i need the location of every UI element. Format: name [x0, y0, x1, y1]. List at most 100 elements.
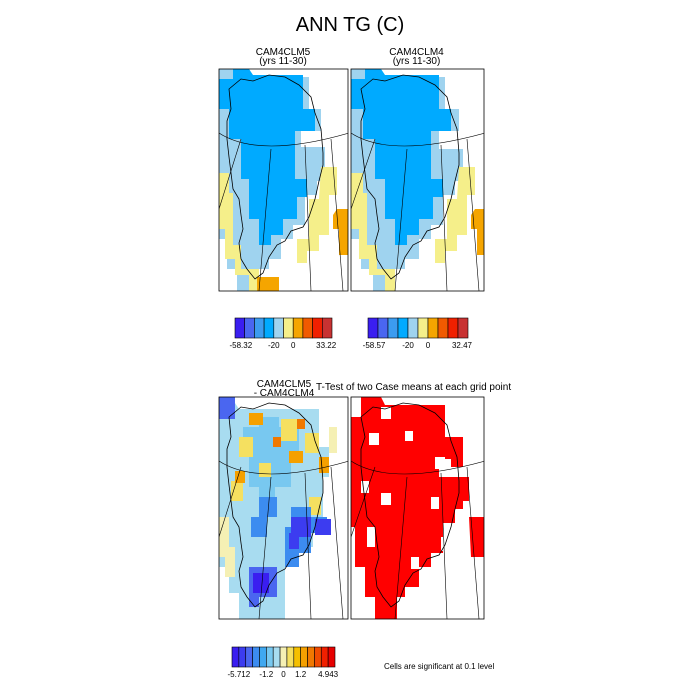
p1-region-yellow-w [219, 173, 259, 291]
colorbar3-swatch [300, 646, 308, 668]
panel3-subtitle: - CAM4CLM4 [253, 388, 315, 399]
colorbar3-swatch [231, 646, 240, 668]
p4-meridian [351, 466, 376, 538]
p4-region-significant-east [451, 437, 484, 557]
p1-coastline [226, 74, 324, 280]
colorbar1-swatch [254, 317, 265, 339]
p3-cells-paleyellow [219, 427, 337, 577]
colorbar2-tick-label: -20 [402, 341, 414, 350]
colorbar1-tick-label: -20 [268, 341, 280, 350]
p4-cells-not-significant [361, 407, 449, 569]
p1-meridian [258, 148, 272, 291]
colorbar2-tick-label: 32.47 [452, 341, 473, 350]
panel2-title-block: CAM4CLM4 (yrs 11-30) [350, 47, 483, 67]
colorbar3-swatch [272, 646, 281, 668]
p4-meridian [394, 476, 408, 619]
colorbar3-tick-label: 0 [281, 670, 286, 679]
colorbar1-swatch [292, 317, 304, 339]
panel1-frame [218, 68, 349, 292]
p2-meridian [466, 138, 480, 291]
colorbar3-swatch [279, 646, 288, 668]
colorbar3-tick-label: 4.943 [318, 670, 339, 679]
p2-coastline [360, 74, 460, 280]
colorbar3-swatch [286, 646, 295, 668]
p3-cells-orange [235, 413, 329, 483]
colorbar3-swatch [252, 646, 260, 668]
panel3-title: CAM4CLM5 [256, 379, 312, 390]
colorbar3-tick-label: -1.2 [259, 670, 273, 679]
p1-meridian [219, 138, 242, 210]
colorbar3-swatch [320, 646, 329, 668]
p3-cells-deepblue [289, 517, 331, 549]
colorbar3-swatch [245, 646, 253, 668]
p3-cells-violet [253, 573, 269, 593]
colorbar3-swatch [293, 646, 301, 668]
p2-meridian [351, 138, 376, 210]
colorbar1-tick-label: 0 [291, 341, 296, 350]
p3-cells-yellow [231, 419, 321, 515]
p2-region-orange-e [471, 209, 484, 255]
p2-region-yellow-w [351, 173, 395, 291]
p1-region-orange-s [257, 277, 279, 291]
colorbar3-swatch [238, 646, 247, 668]
panel2-frame [350, 68, 485, 292]
p3-meridian [330, 466, 344, 619]
panel3-map [219, 397, 348, 619]
p3-cells-nw [219, 397, 235, 419]
colorbar2-swatch [397, 317, 409, 339]
colorbar3-swatch [266, 646, 274, 668]
colorbar1-swatch [312, 317, 323, 339]
colorbar2-swatch [457, 317, 469, 339]
colorbar2-swatch [447, 317, 459, 339]
p3-cells-darkorange [273, 419, 305, 447]
colorbar3-tick-label: -5.712 [228, 670, 251, 679]
colorbar-panel3: -5.712 -1.2 0 1.2 4.943 [228, 646, 339, 679]
p4-coastline [360, 402, 460, 608]
colorbar3-swatch [259, 646, 267, 668]
p2-meridian [394, 148, 408, 291]
panel1-subtitle: (yrs 11-30) [259, 56, 307, 67]
panel4-frame [350, 396, 485, 620]
colorbar2-swatch [367, 317, 379, 339]
p4-meridian [466, 466, 480, 619]
p1-latitude-line [219, 132, 348, 147]
panel1-title-block: CAM4CLM5 (yrs 11-30) [218, 48, 348, 67]
panel2-title: CAM4CLM4 [389, 47, 444, 58]
colorbar2-tick-label: 0 [426, 341, 431, 350]
colorbar2-swatch [417, 317, 429, 339]
panel1-map [219, 69, 348, 291]
colorbar1-swatch [283, 317, 294, 339]
p3-coastline [226, 402, 324, 608]
colorbar2-swatch [437, 317, 449, 339]
colorbar1-swatch [263, 317, 275, 339]
colorbar1-swatch [321, 317, 333, 339]
panel4-map [351, 397, 484, 619]
colorbar1-swatch [302, 317, 313, 339]
panel4-title: T-Test of two Case means at each grid po… [316, 382, 512, 393]
colorbar2-tick-label: -58.57 [363, 341, 386, 350]
colorbar2-swatch [427, 317, 439, 339]
colorbar3-swatch [327, 646, 336, 668]
colorbar3-swatch [307, 646, 315, 668]
colorbar2-swatch [377, 317, 389, 339]
p1-region-yellow-e [297, 167, 337, 263]
p1-region-orange-e [333, 209, 348, 255]
p3-meridian [258, 476, 272, 619]
colorbar1-swatch [234, 317, 245, 339]
colorbar-panel2: -58.57 -20 0 32.47 [363, 317, 473, 350]
p3-latitude-line [219, 460, 348, 475]
colorbar2-swatch [387, 317, 399, 339]
figure-title: ANN TG (C) [295, 14, 405, 36]
panel2-map [351, 69, 484, 291]
colorbar3-swatch [314, 646, 322, 668]
colorbar2-swatch [407, 317, 419, 339]
panel3-title-block: CAM4CLM5 - CAM4CLM4 [220, 379, 348, 399]
footnote: Cells are significant at 0.1 level [384, 662, 495, 671]
colorbar1-tick-label: 33.22 [316, 341, 337, 350]
panel2-subtitle: (yrs 11-30) [392, 56, 441, 67]
colorbar1-swatch [273, 317, 284, 339]
panel3-frame [218, 396, 349, 620]
colorbar1-tick-label: -58.32 [229, 341, 252, 350]
p1-region-blue [219, 69, 315, 245]
